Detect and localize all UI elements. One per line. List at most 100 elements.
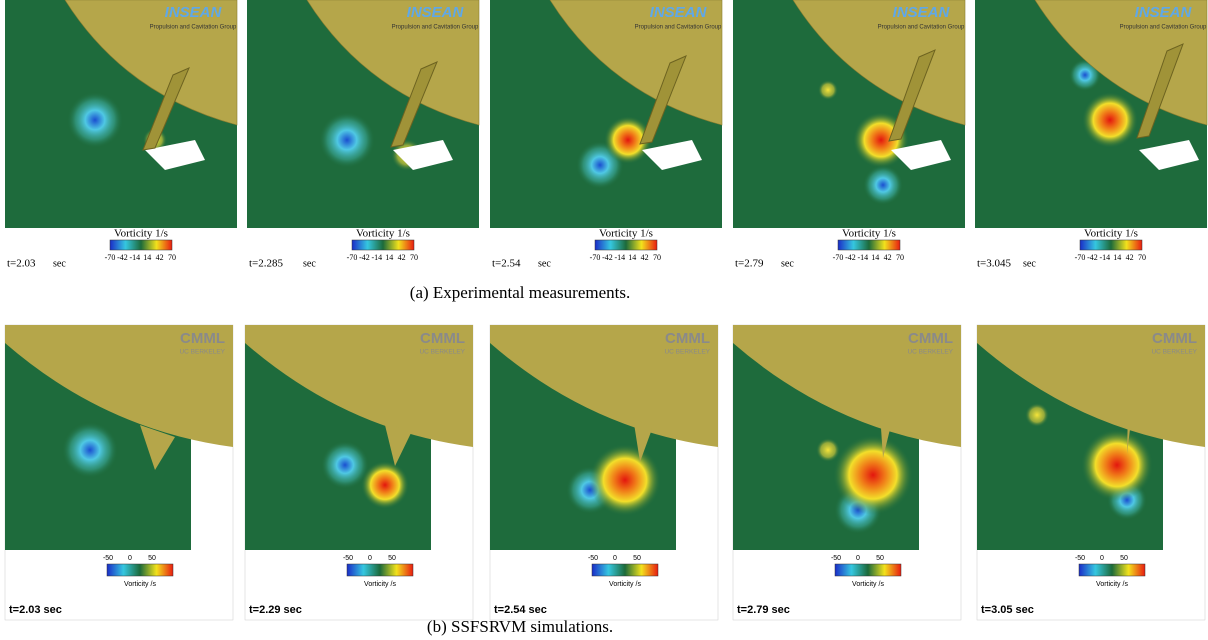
colorbar-title: Vorticity /s xyxy=(124,581,156,588)
vortex xyxy=(1081,429,1153,501)
colorbar xyxy=(592,564,658,576)
vortex xyxy=(1025,403,1049,427)
colorbar-tick: -50 xyxy=(103,555,113,562)
colorbar-tick: 70 xyxy=(410,253,418,262)
colorbar-tick: 14 xyxy=(385,253,393,262)
logo-subtitle: Propulsion and Cavitation Group xyxy=(635,25,722,31)
colorbar-title: Vorticity /s xyxy=(1096,581,1128,588)
page: (a) Experimental measurements. (b) SSFSR… xyxy=(0,0,1208,640)
colorbar-tick: 50 xyxy=(1120,555,1128,562)
colorbar-tick: 42 xyxy=(398,253,406,262)
vortex xyxy=(589,444,661,516)
time-label: t=2.03 sec xyxy=(9,604,62,616)
colorbar-tick: 70 xyxy=(1138,253,1146,262)
colorbar-tick: -50 xyxy=(588,555,598,562)
colorbar-tick: -50 xyxy=(1075,555,1085,562)
vortex xyxy=(62,422,118,478)
logo: CMML xyxy=(908,330,953,347)
logo-subtitle: UC BERKELEY xyxy=(419,349,465,356)
logo-subtitle: UC BERKELEY xyxy=(664,349,710,356)
vortex xyxy=(818,80,838,100)
colorbar-tick: 50 xyxy=(388,555,396,562)
logo-subtitle: Propulsion and Cavitation Group xyxy=(392,25,479,31)
colorbar-tick: -70 xyxy=(105,253,116,262)
colorbar-title: Vorticity 1/s xyxy=(599,228,653,240)
colorbar-tick: 70 xyxy=(896,253,904,262)
vortex xyxy=(863,165,903,205)
logo-subtitle: UC BERKELEY xyxy=(907,349,953,356)
simulation-panel: CMMLUC BERKELEY-50050Vorticity /st=2.03 … xyxy=(5,325,233,620)
experiment-panel: INSEAN Propulsion and Cavitation Group Vor… xyxy=(247,0,479,270)
colorbar-tick: -14 xyxy=(1099,253,1110,262)
simulation-panel: CMML UC BERKELEY -50 0 50 Vorticity /s t=2.54 … xyxy=(490,325,718,620)
colorbar-title: Vorticity 1/s xyxy=(114,228,168,240)
time-unit: sec xyxy=(538,258,551,269)
colorbar-tick: 0 xyxy=(368,555,372,562)
time-unit: sec xyxy=(53,258,66,269)
colorbar-tick: -14 xyxy=(371,253,382,262)
colorbar-tick: 50 xyxy=(633,555,641,562)
colorbar-tick: -42 xyxy=(845,253,856,262)
time-label: t=2.03 xyxy=(7,258,36,270)
time-label: t=2.79 xyxy=(735,258,764,270)
colorbar-tick: -70 xyxy=(1075,253,1086,262)
colorbar-tick: 42 xyxy=(156,253,164,262)
colorbar xyxy=(1080,240,1142,250)
logo: CMML xyxy=(420,330,465,347)
colorbar-tick: -42 xyxy=(117,253,128,262)
colorbar-tick: -70 xyxy=(833,253,844,262)
colorbar-tick: -70 xyxy=(590,253,601,262)
time-label: t=2.79 sec xyxy=(737,604,790,616)
colorbar xyxy=(347,564,413,576)
colorbar-tick: 14 xyxy=(628,253,636,262)
colorbar-tick: 70 xyxy=(168,253,176,262)
experiment-panel: INSEANPropulsion and Cavitation GroupVor… xyxy=(733,0,965,270)
colorbar xyxy=(352,240,414,250)
time-label: t=2.54 xyxy=(492,258,521,270)
colorbar-tick: 0 xyxy=(1100,555,1104,562)
colorbar-tick: 14 xyxy=(871,253,879,262)
colorbar xyxy=(107,564,173,576)
colorbar-tick: 14 xyxy=(1113,253,1121,262)
time-label: t=2.29 sec xyxy=(249,604,302,616)
simulation-panel: CMMLUC BERKELEY-50050Vorticity /st=2.79 … xyxy=(733,325,961,620)
colorbar xyxy=(1079,564,1145,576)
simulation-panel: CMMLUC BERKELEY-50050Vorticity /st=2.29 … xyxy=(245,325,473,620)
vortex xyxy=(319,112,375,168)
logo-subtitle: Propulsion and Cavitation Group xyxy=(878,25,965,31)
time-label: t=2.54 sec xyxy=(494,604,547,616)
colorbar-tick: 42 xyxy=(1126,253,1134,262)
logo: INSEAN xyxy=(650,4,708,21)
colorbar-tick: 0 xyxy=(128,555,132,562)
colorbar-title: Vorticity 1/s xyxy=(842,228,896,240)
colorbar-tick: -14 xyxy=(129,253,140,262)
colorbar-tick: 50 xyxy=(148,555,156,562)
colorbar-tick: -50 xyxy=(831,555,841,562)
colorbar-tick: 0 xyxy=(613,555,617,562)
colorbar-title: Vorticity 1/s xyxy=(356,228,410,240)
colorbar xyxy=(595,240,657,250)
logo-subtitle: Propulsion and Cavitation Group xyxy=(1120,25,1207,31)
colorbar-title: Vorticity /s xyxy=(852,581,884,588)
vortex xyxy=(1082,92,1138,148)
logo-subtitle: UC BERKELEY xyxy=(1151,349,1197,356)
logo: CMML xyxy=(665,330,710,347)
logo: INSEAN xyxy=(407,4,465,21)
logo: INSEAN xyxy=(1135,4,1193,21)
colorbar-tick: -42 xyxy=(602,253,613,262)
colorbar-title: Vorticity /s xyxy=(609,581,641,588)
figure: (a) Experimental measurements. (b) SSFSR… xyxy=(0,0,1208,640)
vortex xyxy=(361,461,409,509)
time-unit: sec xyxy=(303,258,316,269)
caption: (a) Experimental measurements. xyxy=(410,283,630,302)
colorbar xyxy=(835,564,901,576)
colorbar-tick: 50 xyxy=(876,555,884,562)
colorbar-tick: 14 xyxy=(143,253,151,262)
logo: CMML xyxy=(180,330,225,347)
colorbar xyxy=(110,240,172,250)
colorbar xyxy=(838,240,900,250)
logo: INSEAN xyxy=(165,4,223,21)
colorbar-tick: -14 xyxy=(857,253,868,262)
